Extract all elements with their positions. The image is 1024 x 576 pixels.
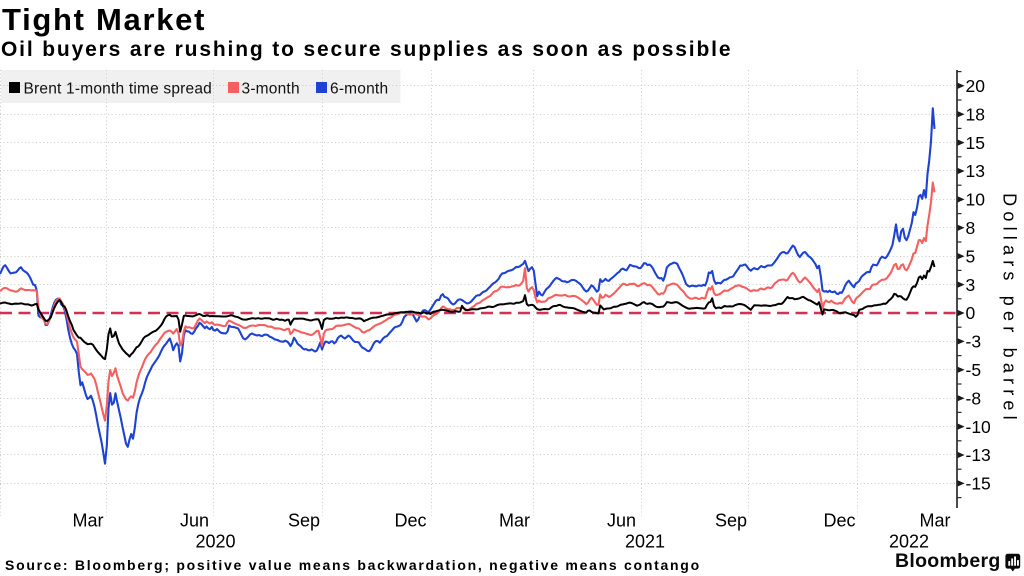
svg-text:Dec: Dec	[394, 511, 426, 531]
svg-text:Jun: Jun	[180, 511, 209, 531]
svg-text:6-month: 6-month	[330, 81, 388, 98]
svg-text:2022: 2022	[889, 532, 929, 552]
svg-text:0: 0	[966, 303, 976, 323]
svg-text:13: 13	[966, 161, 985, 181]
svg-text:2021: 2021	[625, 532, 665, 552]
svg-text:5: 5	[966, 246, 976, 266]
svg-text:3-month: 3-month	[242, 81, 300, 98]
svg-text:-5: -5	[966, 360, 982, 380]
svg-text:15: 15	[966, 133, 985, 153]
svg-text:Mar: Mar	[920, 511, 951, 531]
svg-text:Brent 1-month time spread: Brent 1-month time spread	[24, 81, 213, 98]
svg-text:Dollars per barrel: Dollars per barrel	[1000, 193, 1020, 425]
svg-text:Sep: Sep	[715, 511, 747, 531]
svg-text:-3: -3	[966, 332, 982, 352]
svg-text:Dec: Dec	[823, 511, 855, 531]
svg-text:2020: 2020	[195, 532, 235, 552]
svg-text:Sep: Sep	[288, 511, 320, 531]
svg-text:18: 18	[966, 104, 985, 124]
svg-text:Mar: Mar	[499, 511, 530, 531]
svg-text:8: 8	[966, 218, 976, 238]
svg-text:10: 10	[966, 190, 986, 210]
svg-text:Jun: Jun	[607, 511, 636, 531]
svg-text:-10: -10	[966, 417, 992, 437]
svg-text:-13: -13	[966, 445, 991, 465]
svg-text:-8: -8	[966, 388, 982, 408]
svg-text:20: 20	[966, 76, 986, 96]
svg-text:Mar: Mar	[73, 511, 104, 531]
svg-text:-15: -15	[966, 474, 991, 494]
svg-text:3: 3	[966, 275, 976, 295]
